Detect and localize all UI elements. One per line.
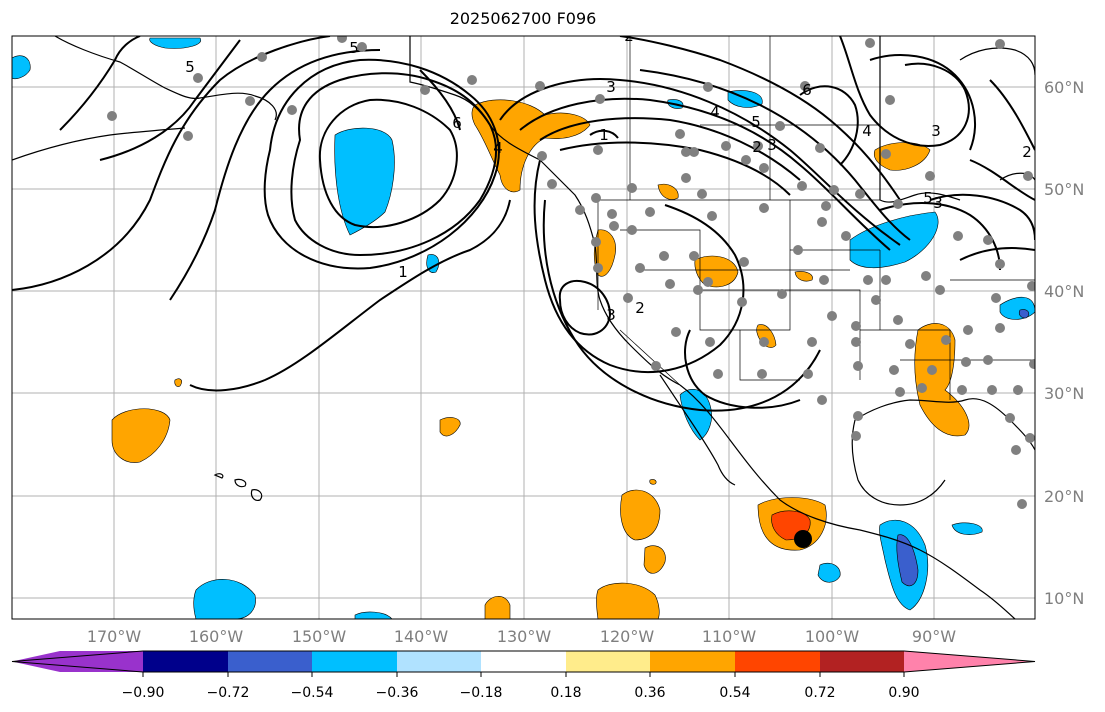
colorbar-tick-label: −0.36 — [376, 685, 419, 701]
contour-label: 4 — [862, 122, 872, 140]
contour-label: 3 — [931, 122, 941, 140]
colorbar-segment — [397, 651, 481, 672]
longitude-label: 120°W — [600, 627, 655, 646]
colorbar-segment — [228, 651, 312, 672]
contour-label: 3 — [767, 136, 777, 154]
shaded-fields — [12, 37, 1035, 619]
longitude-label: 150°W — [292, 627, 347, 646]
longitude-label: 140°W — [394, 627, 449, 646]
contour-label: 4 — [493, 139, 503, 157]
longitude-label: 100°W — [805, 627, 860, 646]
latitude-label: 60°N — [1044, 78, 1084, 97]
contour-label: 5 — [185, 58, 195, 76]
colorbar-tick-label: −0.18 — [460, 685, 503, 701]
latitude-label: 50°N — [1044, 180, 1084, 199]
contour-label: 4 — [710, 103, 720, 121]
colorbar-segment — [481, 651, 566, 672]
colorbar-tick-labels: −0.90 −0.72 −0.54 −0.36 −0.18 0.18 0.36 0.54 0.7… — [122, 672, 920, 701]
contour-lines — [12, 36, 1035, 412]
longitude-label: 160°W — [189, 627, 244, 646]
latitude-label: 40°N — [1044, 282, 1084, 301]
contour-label: 3 — [933, 194, 943, 212]
colorbar-tick-label: 0.72 — [804, 685, 835, 701]
colorbar-tick-label: 0.18 — [550, 685, 581, 701]
contour-label: 5 — [349, 39, 359, 57]
colorbar-tick-label: −0.90 — [122, 685, 165, 701]
contour-label: 3 — [606, 78, 616, 96]
cyclone-center-marker — [794, 530, 812, 548]
colorbar-tick-label: 0.36 — [634, 685, 665, 701]
contour-label: 1 — [398, 263, 408, 281]
contour-label: 2 — [752, 138, 762, 156]
map-title: 2025062700 F096 — [449, 9, 597, 28]
contour-label: 2 — [635, 299, 645, 317]
contour-label: 3 — [606, 306, 616, 324]
latitude-label: 20°N — [1044, 487, 1084, 506]
latitude-label: 10°N — [1044, 589, 1084, 608]
latitude-label: 30°N — [1044, 384, 1084, 403]
colorbar-segment — [566, 651, 650, 672]
colorbar-tick-label: −0.72 — [207, 685, 250, 701]
longitude-label: 170°W — [87, 627, 142, 646]
contour-label: 2 — [1022, 143, 1032, 161]
colorbar-extend-high — [904, 651, 1035, 672]
station-markers — [107, 36, 1035, 509]
latitude-labels: 60°N 50°N 40°N 30°N 20°N 10°N — [1044, 78, 1084, 608]
colorbar-extend-low — [12, 651, 143, 672]
graticule — [12, 36, 1035, 619]
contour-label: 5 — [751, 113, 761, 131]
colorbar-segment — [820, 651, 904, 672]
contour-label: 6 — [802, 81, 812, 99]
longitude-label: 90°W — [912, 627, 956, 646]
colorbar-segment — [312, 651, 397, 672]
longitude-label: 130°W — [497, 627, 552, 646]
borders — [597, 36, 1035, 400]
contour-label: 5 — [923, 189, 933, 207]
colorbar-tick-label: −0.54 — [291, 685, 334, 701]
contour-label: 2 — [624, 27, 634, 45]
colorbar-segment — [650, 651, 735, 672]
colorbar-tick-label: 0.90 — [888, 685, 919, 701]
contour-label: 1 — [599, 126, 609, 144]
colorbar-segment — [735, 651, 820, 672]
longitude-labels: 170°W 160°W 150°W 140°W 130°W 120°W 110°W 100°W… — [87, 627, 956, 646]
contour-label: 6 — [452, 114, 462, 132]
map-frame — [11, 35, 1036, 620]
colorbar-tick-label: 0.54 — [719, 685, 750, 701]
colorbar — [11, 650, 1036, 673]
longitude-label: 110°W — [702, 627, 757, 646]
colorbar-segment — [143, 651, 228, 672]
